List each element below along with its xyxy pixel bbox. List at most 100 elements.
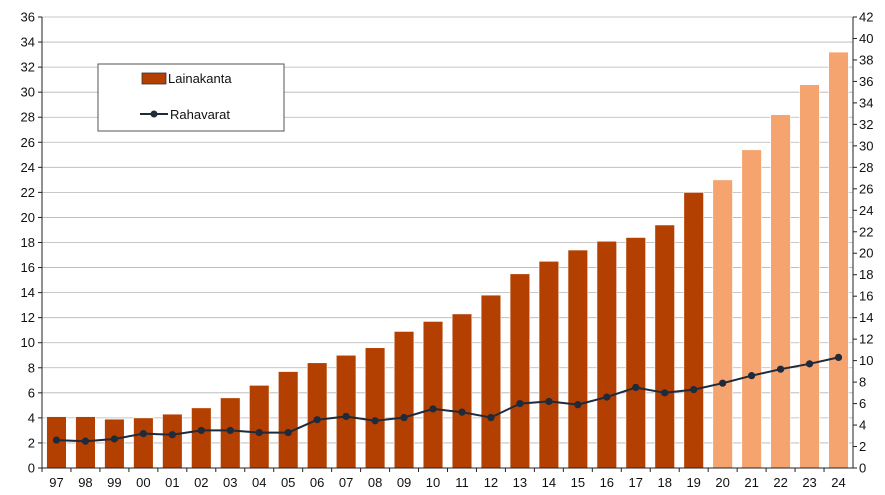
x-tick-label: 16 <box>600 475 614 490</box>
legend-swatch-lainakanta <box>141 72 167 85</box>
x-tick-label: 06 <box>310 475 324 490</box>
x-tick-label: 02 <box>194 475 208 490</box>
bar-lainakanta-05 <box>278 371 299 469</box>
axes: 0246810121416182022242628303234360246810… <box>21 10 874 491</box>
x-tick-label: 08 <box>368 475 382 490</box>
rahavarat-line-series <box>52 353 843 445</box>
point-rahavarat-16 <box>603 393 611 401</box>
point-rahavarat-13 <box>516 399 524 408</box>
x-tick-label: 97 <box>49 475 63 490</box>
left-tick-label: 12 <box>21 310 35 325</box>
point-rahavarat-22 <box>776 365 785 373</box>
x-tick-label: 07 <box>339 475 353 490</box>
point-rahavarat-23 <box>805 360 814 368</box>
x-tick-label: 15 <box>571 475 585 490</box>
bar-lainakanta-18 <box>654 224 675 469</box>
x-tick-label: 12 <box>484 475 498 490</box>
bar-lainakanta-00 <box>133 417 154 469</box>
legend-label-rahavarat: Rahavarat <box>170 107 230 122</box>
bar-lainakanta-20 <box>712 179 733 469</box>
right-tick-label: 40 <box>859 31 873 46</box>
x-tick-label: 00 <box>136 475 150 490</box>
point-rahavarat-10 <box>429 405 437 413</box>
legend: Lainakanta Rahavarat <box>97 63 285 132</box>
bar-lainakanta-04 <box>249 385 270 469</box>
bar-lainakanta-01 <box>162 413 183 469</box>
bar-lainakanta-02 <box>191 407 212 469</box>
point-rahavarat-00 <box>139 430 147 438</box>
point-rahavarat-15 <box>574 401 582 409</box>
right-tick-label: 0 <box>859 461 866 476</box>
bar-lainakanta-07 <box>335 354 357 469</box>
bar-lainakanta-19 <box>683 192 704 469</box>
bar-lainakanta-15 <box>567 249 588 469</box>
left-tick-label: 36 <box>21 10 35 25</box>
point-rahavarat-12 <box>487 413 495 422</box>
left-tick-label: 2 <box>28 435 35 450</box>
point-rahavarat-09 <box>400 413 408 422</box>
x-tick-label: 10 <box>426 475 440 490</box>
x-tick-label: 14 <box>542 475 556 490</box>
point-rahavarat-11 <box>458 408 466 416</box>
point-rahavarat-06 <box>313 416 321 424</box>
right-tick-label: 14 <box>859 310 873 325</box>
x-tick-label: 24 <box>831 475 845 490</box>
left-tick-label: 26 <box>21 135 35 150</box>
legend-label-lainakanta: Lainakanta <box>168 71 232 86</box>
bar-lainakanta-22 <box>770 114 791 469</box>
point-rahavarat-24 <box>834 353 843 361</box>
point-rahavarat-21 <box>748 372 756 380</box>
legend-marker-rahavarat <box>150 110 158 118</box>
point-rahavarat-03 <box>226 426 234 435</box>
left-tick-label: 30 <box>21 85 35 100</box>
right-tick-label: 4 <box>859 418 866 433</box>
x-tick-label: 01 <box>165 475 179 490</box>
left-tick-label: 16 <box>21 260 35 275</box>
left-tick-label: 32 <box>21 60 35 75</box>
right-tick-label: 8 <box>859 375 866 390</box>
bar-lainakanta-10 <box>422 321 444 469</box>
right-tick-label: 42 <box>859 10 873 25</box>
x-tick-label: 19 <box>686 475 700 490</box>
right-tick-label: 24 <box>859 203 873 218</box>
point-rahavarat-07 <box>342 412 350 421</box>
x-tick-label: 98 <box>78 475 92 490</box>
point-rahavarat-05 <box>284 428 292 437</box>
point-rahavarat-02 <box>197 426 205 435</box>
point-rahavarat-20 <box>719 379 727 387</box>
right-tick-label: 28 <box>859 160 873 175</box>
bar-lainakanta-06 <box>307 362 328 469</box>
right-tick-label: 34 <box>859 95 873 110</box>
bar-lainakanta-21 <box>741 149 762 469</box>
legend-box <box>97 63 285 132</box>
left-tick-label: 34 <box>21 35 35 50</box>
right-tick-label: 16 <box>859 289 873 304</box>
right-tick-label: 6 <box>859 396 866 411</box>
left-tick-label: 8 <box>28 360 35 375</box>
x-tick-label: 17 <box>629 475 643 490</box>
gridlines <box>42 16 853 444</box>
left-tick-label: 22 <box>21 185 35 200</box>
bar-lainakanta-24 <box>828 51 849 469</box>
bar-lainakanta-17 <box>625 237 646 469</box>
x-tick-label: 09 <box>397 475 411 490</box>
point-rahavarat-97 <box>52 436 61 444</box>
point-rahavarat-01 <box>168 431 176 439</box>
left-tick-label: 20 <box>21 210 35 225</box>
bar-lainakanta-09 <box>393 331 415 469</box>
left-tick-label: 28 <box>21 110 35 125</box>
rahavarat-line <box>56 356 839 443</box>
bar-lainakanta-23 <box>799 84 820 469</box>
left-tick-label: 10 <box>21 335 35 350</box>
right-tick-label: 36 <box>859 74 873 89</box>
x-tick-label: 20 <box>715 475 729 490</box>
left-tick-label: 24 <box>21 160 35 175</box>
left-tick-label: 14 <box>21 285 35 300</box>
bar-lainakanta-08 <box>364 347 386 469</box>
point-rahavarat-19 <box>690 386 698 394</box>
right-tick-label: 12 <box>859 332 873 347</box>
right-tick-label: 38 <box>859 52 873 67</box>
bar-lainakanta-12 <box>480 294 502 469</box>
